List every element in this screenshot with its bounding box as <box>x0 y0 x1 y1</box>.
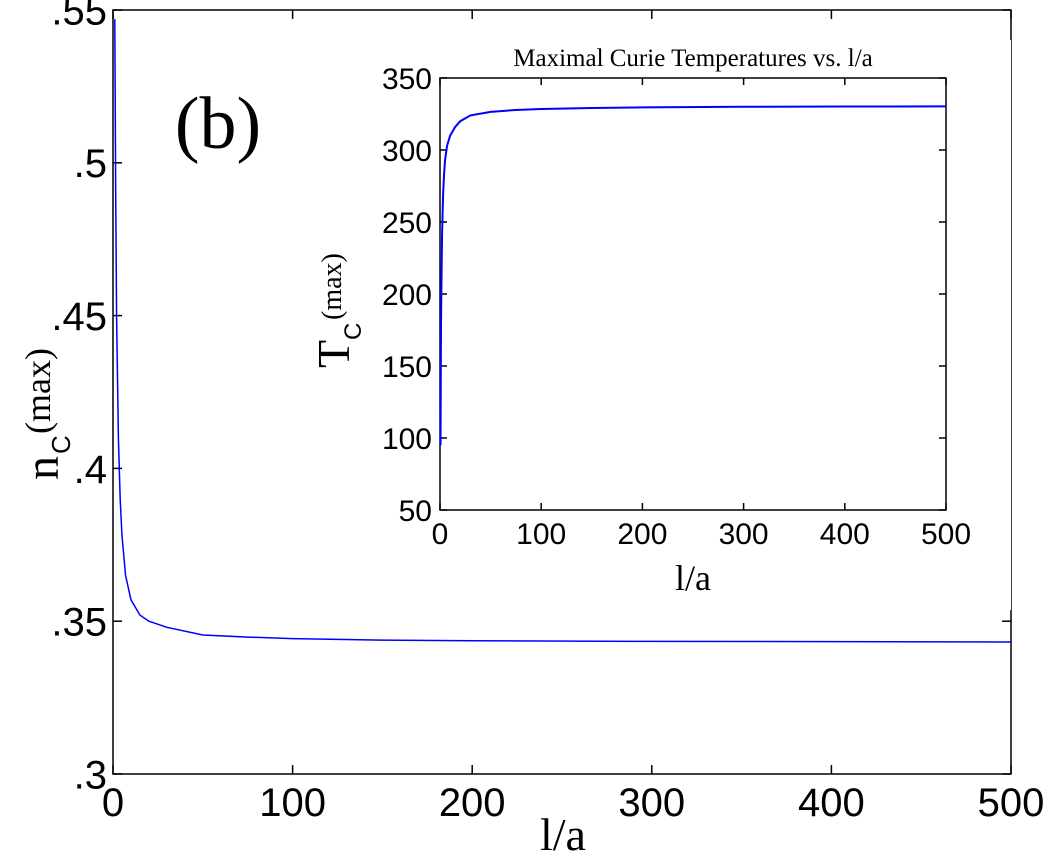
main-x-tick-label: 400 <box>798 781 865 825</box>
inset-series-line <box>439 105 947 446</box>
main-y-axis-label-sub: C <box>46 435 76 454</box>
inset-axis-ticks: 0 100 200 300 400 500 50 100 150 200 250 300 350 <box>382 63 971 551</box>
inset-y-tick-label: 300 <box>382 135 432 168</box>
inset-y-tick-label: 50 <box>399 495 432 528</box>
inset-x-axis-label: l/a <box>675 558 711 598</box>
inset-y-tick-label: 100 <box>382 423 432 456</box>
main-x-tick-label: 0 <box>102 781 124 825</box>
main-y-tick-label: .4 <box>74 448 107 492</box>
main-x-axis-label: l/a <box>540 809 586 856</box>
inset-y-tick-label: 200 <box>382 279 432 312</box>
inset-x-tick-label: 400 <box>820 518 870 551</box>
inset-x-tick-label: 100 <box>516 518 566 551</box>
inset-y-axis-label: T C (max) <box>308 253 367 368</box>
inset-y-tick-label: 250 <box>382 207 432 240</box>
main-x-tick-label: 500 <box>978 781 1045 825</box>
main-y-axis-label: n C (max) <box>16 348 76 480</box>
main-y-tick-label: .45 <box>51 295 107 339</box>
inset-y-tick-label: 350 <box>382 63 432 96</box>
inset-title: Maximal Curie Temperatures vs. l/a <box>513 45 873 72</box>
main-y-tick-label: .35 <box>51 601 107 645</box>
panel-label: (b) <box>175 83 261 165</box>
main-y-tick-label: .55 <box>51 0 107 33</box>
main-x-tick-label: 100 <box>259 781 326 825</box>
inset-y-tick-label: 150 <box>382 351 432 384</box>
inset-x-tick-label: 200 <box>617 518 667 551</box>
inset-y-axis-label-sub: C <box>340 323 367 340</box>
main-axis-ticks: 0 100 200 300 400 500.3.35.4.45.5.55 <box>51 0 1044 825</box>
main-x-tick-label: 200 <box>439 781 506 825</box>
inset-y-axis-label-main: T <box>308 340 359 368</box>
inset-background <box>303 40 1011 610</box>
inset-y-axis-label-sup: (max) <box>317 253 348 320</box>
main-y-tick-label: .3 <box>74 753 107 797</box>
main-y-axis-label-sup: (max) <box>18 348 58 434</box>
inset-x-tick-label: 0 <box>432 518 449 551</box>
main-y-tick-label: .5 <box>74 142 107 186</box>
inset-x-tick-label: 500 <box>921 518 971 551</box>
main-series-line <box>114 19 1012 643</box>
main-x-tick-label: 300 <box>618 781 685 825</box>
inset-x-tick-label: 300 <box>719 518 769 551</box>
main-y-axis-label-main: n <box>16 456 69 480</box>
